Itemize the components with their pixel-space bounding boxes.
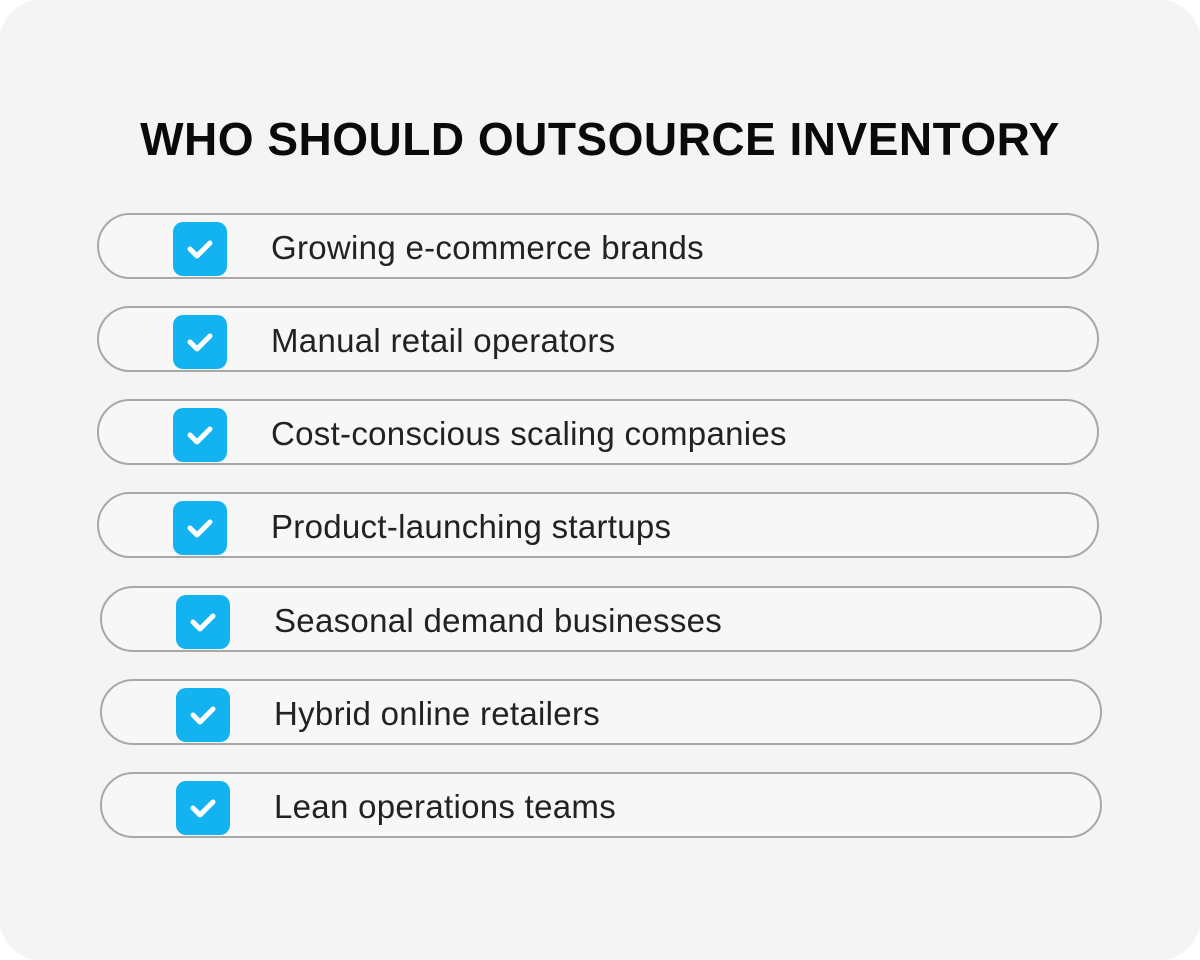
check-icon xyxy=(176,595,230,649)
list-item: Product-launching startups xyxy=(97,492,1099,558)
check-icon xyxy=(173,222,227,276)
list-item: Lean operations teams xyxy=(100,772,1102,838)
item-label: Cost-conscious scaling companies xyxy=(271,415,787,452)
item-label: Product-launching startups xyxy=(271,508,672,545)
item-label: Seasonal demand businesses xyxy=(274,602,723,639)
title: WHO SHOULD OUTSOURCE INVENTORY xyxy=(140,113,1060,165)
list-item: Manual retail operators xyxy=(97,306,1099,372)
check-icon xyxy=(176,688,230,742)
item-label: Hybrid online retailers xyxy=(274,695,601,732)
list-item: Seasonal demand businesses xyxy=(100,586,1102,652)
item-label: Manual retail operators xyxy=(271,322,616,359)
list-item: Hybrid online retailers xyxy=(100,679,1102,745)
check-icon xyxy=(173,501,227,555)
check-icon xyxy=(173,408,227,462)
list-item: Growing e-commerce brands xyxy=(97,213,1099,279)
item-label: Lean operations teams xyxy=(274,788,617,825)
item-label: Growing e-commerce brands xyxy=(271,229,704,266)
check-icon xyxy=(173,315,227,369)
check-icon xyxy=(176,781,230,835)
list-item: Cost-conscious scaling companies xyxy=(97,399,1099,465)
